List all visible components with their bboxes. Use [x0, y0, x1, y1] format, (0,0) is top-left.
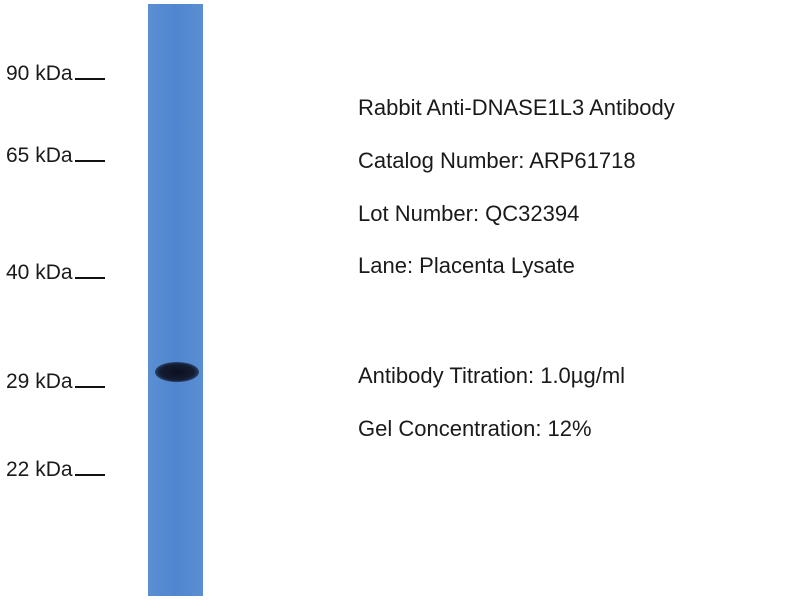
gel-concentration: Gel Concentration: 12% — [358, 416, 592, 441]
marker-65: 65 kDa — [6, 144, 105, 168]
marker-tick — [74, 386, 105, 388]
marker-label: 65 kDa — [6, 144, 73, 167]
marker-90: 90 kDa — [6, 62, 105, 86]
marker-label: 22 kDa — [6, 458, 73, 481]
marker-label: 40 kDa — [6, 261, 73, 284]
marker-tick — [74, 78, 105, 80]
blot-lane — [148, 4, 203, 596]
marker-label: 29 kDa — [6, 370, 73, 393]
antibody-titration: Antibody Titration: 1.0µg/ml — [358, 363, 626, 388]
antibody-name: Rabbit Anti-DNASE1L3 Antibody — [358, 95, 675, 120]
marker-label: 90 kDa — [6, 62, 73, 85]
marker-tick — [74, 277, 105, 279]
marker-40: 40 kDa — [6, 261, 105, 285]
lot-number: Lot Number: QC32394 — [358, 201, 580, 226]
protein-band — [155, 362, 199, 382]
marker-29: 29 kDa — [6, 370, 105, 394]
marker-tick — [74, 474, 105, 476]
marker-tick — [74, 160, 105, 162]
marker-22: 22 kDa — [6, 458, 105, 482]
lane-description: Lane: Placenta Lysate — [358, 253, 575, 278]
catalog-number: Catalog Number: ARP61718 — [358, 148, 636, 173]
